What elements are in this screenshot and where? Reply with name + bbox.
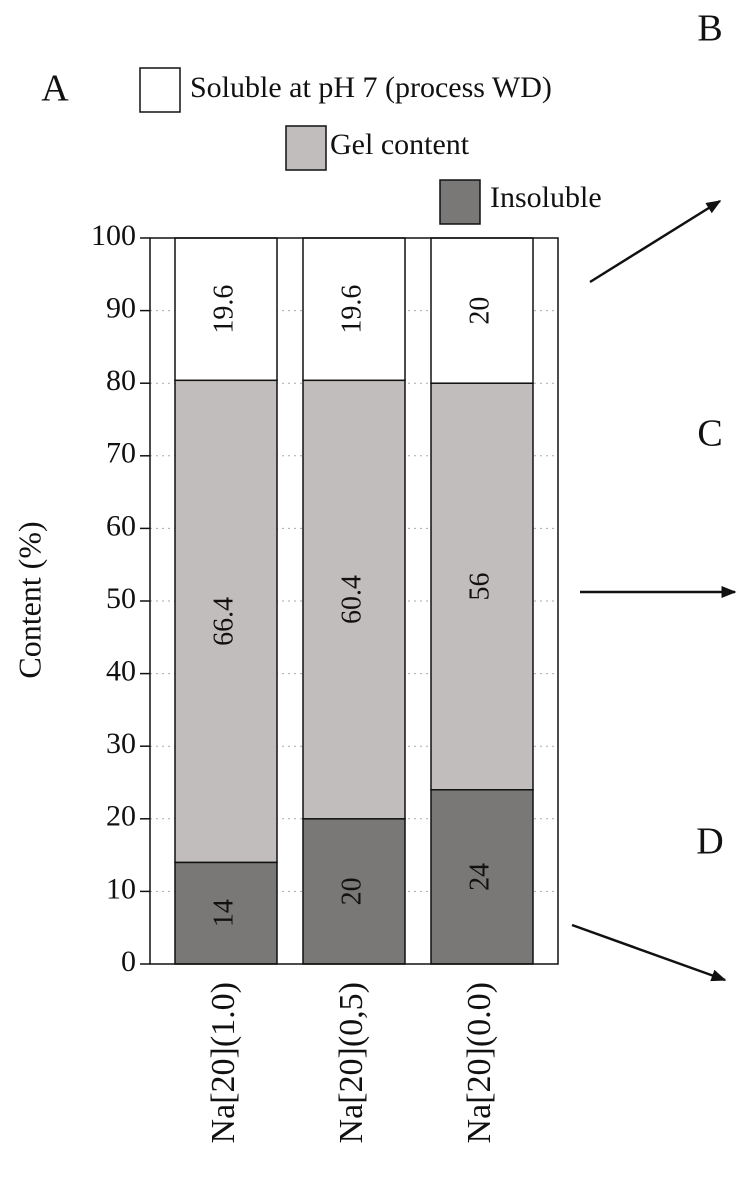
data-label: 60.4: [336, 575, 367, 624]
y-tick-label: 80: [106, 364, 136, 397]
arrow: [571, 923, 727, 982]
bar-segment: [430, 789, 534, 965]
panel-label: A: [41, 68, 69, 110]
legend-swatch: [439, 179, 481, 225]
x-tick-label: Na[20](1.0): [205, 982, 242, 1143]
legend-swatch: [285, 125, 327, 171]
legend-label: Insoluble: [490, 181, 602, 214]
y-tick-label: 70: [106, 437, 136, 470]
data-label: 66.4: [208, 597, 239, 646]
data-label: 24: [464, 863, 495, 891]
bar-segment: [174, 379, 278, 864]
data-label: 19.6: [208, 285, 239, 334]
legend-label: Soluble at pH 7 (process WD): [190, 71, 552, 104]
data-label: 19.6: [336, 285, 367, 334]
data-label: 20: [336, 877, 367, 905]
bar-segment: [302, 818, 406, 965]
bar-segment: [430, 382, 534, 791]
bar-segment: [302, 379, 406, 820]
legend-swatch: [139, 67, 181, 113]
y-tick-label: 40: [106, 654, 136, 687]
data-label: 56: [464, 572, 495, 600]
data-label: 20: [464, 297, 495, 325]
y-tick-label: 100: [91, 219, 136, 252]
arrow: [589, 199, 722, 284]
x-tick-label: Na[20](0.0): [461, 982, 498, 1143]
legend-label: Gel content: [330, 128, 470, 161]
data-label: 14: [208, 899, 239, 927]
y-tick-label: 50: [106, 582, 136, 615]
y-tick-label: 10: [106, 872, 136, 905]
y-tick-label: 0: [121, 945, 136, 978]
y-tick-label: 60: [106, 509, 136, 542]
panel-label: B: [697, 8, 722, 50]
panel-label: C: [697, 413, 722, 455]
panel-label: D: [696, 821, 723, 863]
y-axis-label: Content (%): [11, 521, 47, 678]
bar-segment: [302, 237, 406, 382]
x-tick-label: Na[20](0,5): [333, 982, 370, 1143]
y-tick-label: 30: [106, 727, 136, 760]
y-tick-label: 90: [106, 291, 136, 324]
bar-segment: [174, 237, 278, 382]
y-tick-label: 20: [106, 800, 136, 833]
